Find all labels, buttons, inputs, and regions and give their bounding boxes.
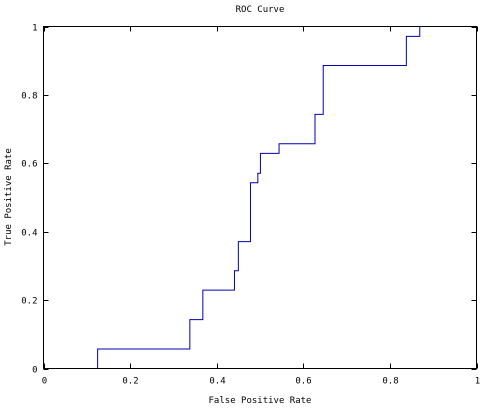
y-tick-label: 0.4	[21, 229, 37, 239]
series-layer	[43, 26, 477, 369]
x-tick-label: 0.4	[209, 377, 225, 387]
y-axis-label: True Positive Rate	[4, 148, 14, 246]
y-tick-label: 0.2	[21, 297, 37, 307]
y-tick-label: 0.8	[21, 92, 37, 102]
ticks-layer: 0 0.2 0.4 0.6 0.8 1 0 0.2 0.4 0.6 0.8 1	[21, 24, 480, 387]
x-axis-label: False Positive Rate	[209, 396, 312, 406]
y-tick-label: 1	[32, 24, 37, 34]
y-tick-label: 0	[32, 366, 37, 376]
chart-title: ROC Curve	[236, 5, 285, 15]
y-tick-label: 0.6	[21, 160, 37, 170]
plot-frame	[43, 26, 477, 369]
x-tick-label: 1	[475, 377, 480, 387]
x-tick-label: 0.2	[122, 377, 138, 387]
x-tick-label: 0.6	[295, 377, 311, 387]
x-tick-label: 0.8	[382, 377, 398, 387]
x-tick-label: 0	[42, 377, 47, 387]
roc-curve-line	[43, 26, 477, 369]
